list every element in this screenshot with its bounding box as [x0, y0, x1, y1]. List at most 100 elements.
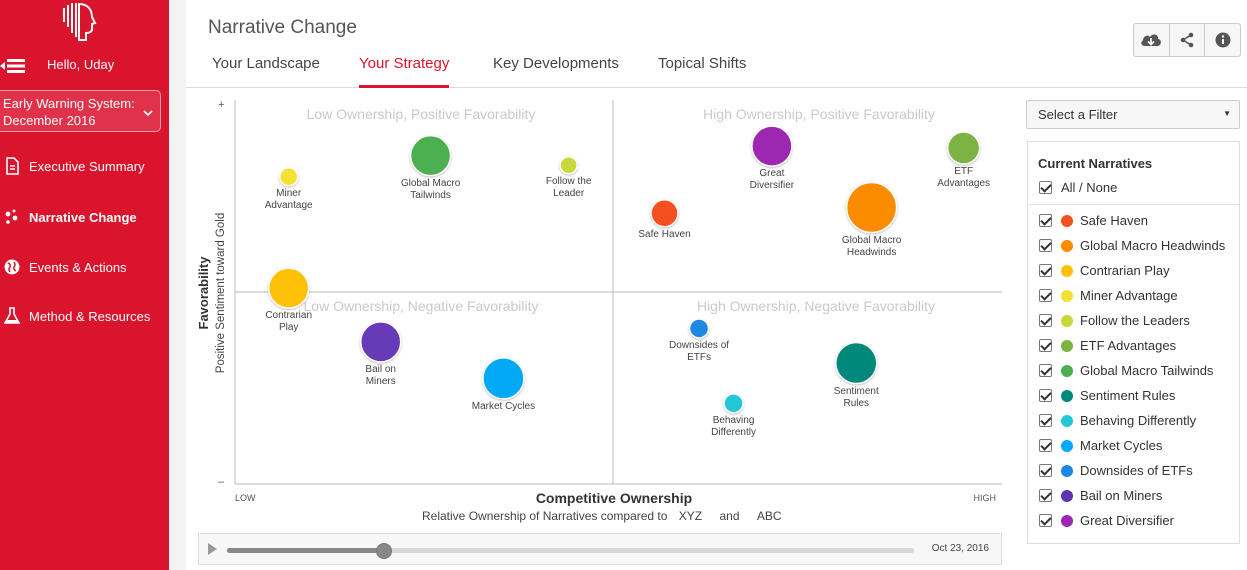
legend-dot-icon — [1061, 265, 1073, 277]
bubble-downsides-of-etfs[interactable] — [688, 318, 710, 339]
legend-dot-icon — [1061, 490, 1073, 502]
bubble-etf-advantages[interactable] — [946, 131, 981, 165]
nav-label: Executive Summary — [29, 159, 145, 174]
narrative-item-great-diversifier[interactable]: Great Diversifier — [1028, 510, 1239, 532]
tab-topical-shifts[interactable]: Topical Shifts — [658, 55, 747, 72]
user-greeting: Hello, Uday — [0, 54, 169, 76]
timeline-track[interactable] — [227, 543, 914, 559]
y-minus-label: – — [218, 476, 225, 488]
narrative-item-downsides-of-etfs[interactable]: Downsides of ETFs — [1028, 460, 1239, 482]
checkbox-icon[interactable] — [1039, 339, 1052, 352]
legend-dot-icon — [1061, 365, 1073, 377]
brand-logo-icon[interactable] — [60, 2, 98, 42]
narrative-item-contrarian-play[interactable]: Contrarian Play — [1028, 260, 1239, 282]
narrative-item-bail-on-miners[interactable]: Bail on Miners — [1028, 485, 1239, 507]
share-icon[interactable] — [1170, 24, 1206, 56]
narrative-label: Miner Advantage — [1080, 288, 1178, 303]
bubble-sentiment-rules[interactable] — [835, 341, 878, 385]
competitor-a[interactable]: XYZ — [678, 509, 703, 523]
toolbar — [1133, 23, 1241, 57]
checkbox-icon[interactable] — [1039, 264, 1052, 277]
bubble-label-line: Global Macro — [841, 234, 902, 246]
system-selector-line1: Early Warning System: — [3, 96, 135, 111]
page-title: Narrative Change — [208, 17, 357, 38]
narrative-item-global-macro-tailwinds[interactable]: Global Macro Tailwinds — [1028, 360, 1239, 382]
hamburger-menu-icon[interactable] — [0, 57, 28, 80]
tab-your-strategy[interactable]: Your Strategy — [359, 55, 450, 88]
bubble-follow-the-leaders[interactable] — [559, 156, 578, 175]
legend-dot-icon — [1061, 240, 1073, 252]
bubble-label-line: Advantage — [264, 199, 313, 211]
bubble-label-line: Miners — [365, 375, 396, 387]
network-icon — [3, 208, 21, 226]
competitor-b[interactable]: ABC — [756, 509, 782, 523]
narrative-label: Follow the Leaders — [1080, 313, 1190, 328]
narrative-item-behaving-differently[interactable]: Behaving Differently — [1028, 410, 1239, 432]
bubble-label-line: Safe Haven — [638, 228, 691, 240]
bubble-global-macro-tailwinds[interactable] — [409, 134, 452, 177]
bubble-contrarian-play[interactable] — [267, 267, 310, 309]
bubble-label-line: Global Macro — [400, 177, 461, 189]
info-icon[interactable] — [1205, 24, 1240, 56]
legend-dot-icon — [1061, 440, 1073, 452]
bubble-safe-haven[interactable] — [650, 199, 679, 228]
checkbox-icon[interactable] — [1039, 464, 1052, 477]
legend-dot-icon — [1061, 315, 1073, 327]
system-selector[interactable]: Early Warning System: December 2016 — [0, 90, 161, 132]
checkbox-icon[interactable] — [1039, 314, 1052, 327]
narrative-item-market-cycles[interactable]: Market Cycles — [1028, 435, 1239, 457]
narrative-item-safe-haven[interactable]: Safe Haven — [1028, 210, 1239, 232]
bubble-layer — [267, 125, 981, 414]
tab-your-landscape[interactable]: Your Landscape — [212, 55, 320, 72]
narrative-item-global-macro-headwinds[interactable]: Global Macro Headwinds — [1028, 235, 1239, 257]
bubble-label-contrarian-play: Contrarian Play — [244, 310, 334, 334]
bubble-market-cycles[interactable] — [482, 357, 525, 400]
filter-select-value: Select a Filter — [1038, 107, 1118, 122]
nav-events-actions[interactable]: Events & Actions — [0, 255, 169, 281]
all-none-label: All / None — [1061, 180, 1118, 195]
bubble-miner-advantage[interactable] — [278, 167, 299, 187]
checkbox-icon[interactable] — [1039, 364, 1052, 377]
narrative-item-miner-advantage[interactable]: Miner Advantage — [1028, 285, 1239, 307]
quadrant-label-bottom-right: High Ownership, Negative Favorability — [696, 298, 936, 314]
checkbox-icon[interactable] — [1039, 214, 1052, 227]
checkbox-icon[interactable] — [1039, 439, 1052, 452]
bubble-label-line: Differently — [711, 426, 756, 438]
narrative-item-follow-the-leaders[interactable]: Follow the Leaders — [1028, 310, 1239, 332]
narrative-item-etf-advantages[interactable]: ETF Advantages — [1028, 335, 1239, 357]
checkbox-icon[interactable] — [1039, 289, 1052, 302]
cloud-download-icon[interactable] — [1134, 24, 1170, 56]
x-low-label: LOW — [235, 493, 256, 503]
y-axis-subtitle: Positive Sentiment toward Gold — [215, 213, 227, 373]
narrative-label: Market Cycles — [1080, 438, 1163, 453]
x-axis-title: Competitive Ownership — [536, 490, 692, 506]
bubble-bail-on-miners[interactable] — [359, 321, 402, 363]
filter-select[interactable]: Select a Filter ▼ — [1026, 100, 1240, 129]
checkbox-icon[interactable] — [1039, 389, 1052, 402]
checkbox-icon[interactable] — [1039, 414, 1052, 427]
bubble-label-global-macro-headwinds: Global Macro Headwinds — [827, 235, 917, 259]
checkbox-icon[interactable] — [1039, 489, 1052, 502]
timeline-handle[interactable] — [375, 543, 392, 559]
bubble-great-diversifier[interactable] — [751, 125, 793, 167]
timeline-date: Oct 23, 2016 — [931, 543, 989, 554]
conjunction: and — [719, 509, 740, 523]
bubble-label-line: Tailwinds — [410, 189, 451, 201]
bubble-label-line: Behaving — [712, 414, 755, 426]
all-none-toggle[interactable]: All / None — [1028, 177, 1239, 199]
checkbox-icon[interactable] — [1039, 514, 1052, 527]
bubble-global-macro-headwinds[interactable] — [845, 181, 898, 234]
bubble-label-line: Play — [278, 322, 299, 334]
bubble-label-bail-on-miners: Bail on Miners — [336, 364, 426, 388]
play-icon[interactable] — [208, 543, 217, 555]
tab-key-developments[interactable]: Key Developments — [493, 55, 619, 72]
nav-narrative-change[interactable]: Narrative Change — [0, 205, 169, 231]
bubble-label-line: Miner — [276, 187, 302, 199]
bubble-behaving-differently[interactable] — [723, 393, 744, 414]
narrative-item-sentiment-rules[interactable]: Sentiment Rules — [1028, 385, 1239, 407]
checkbox-icon[interactable] — [1039, 181, 1052, 194]
checkbox-icon[interactable] — [1039, 239, 1052, 252]
nav-method-resources[interactable]: Method & Resources — [0, 304, 169, 330]
bubble-label-downsides-of-etfs: Downsides of ETFs — [654, 340, 744, 364]
nav-executive-summary[interactable]: Executive Summary — [0, 154, 169, 180]
